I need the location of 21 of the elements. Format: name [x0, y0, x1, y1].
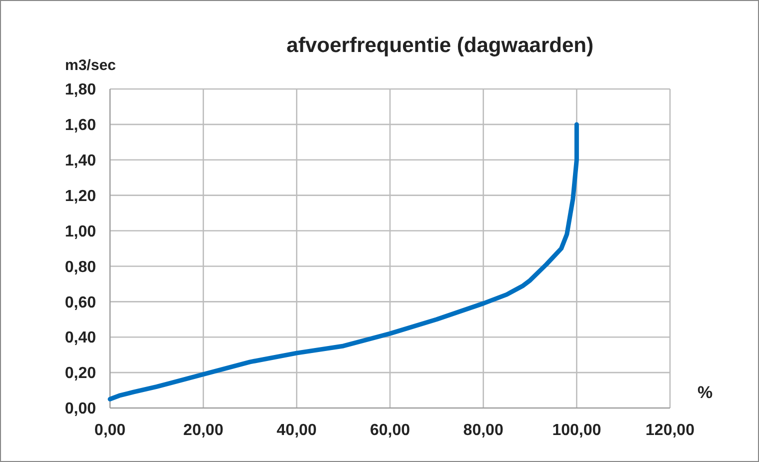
chart-title: afvoerfrequentie (dagwaarden) [286, 34, 594, 57]
x-tick-label: 40,00 [276, 422, 317, 439]
y-tick-label: 0,40 [64, 330, 96, 347]
y-tick-label: 0,80 [64, 258, 96, 276]
y-tick-label: 1,20 [64, 188, 96, 205]
x-tick-label: 120,00 [646, 422, 695, 439]
x-tick-label: 20,00 [183, 422, 224, 439]
y-tick-label: 1,00 [64, 223, 96, 240]
y-tick-label: 0,20 [64, 365, 96, 382]
y-axis-title: m3/sec [65, 57, 116, 74]
x-axis-title: % [697, 383, 713, 402]
x-tick-label: 100,00 [552, 422, 602, 439]
y-tick-label: 1,40 [64, 152, 96, 170]
y-tick-label: 1,80 [64, 82, 96, 99]
y-tick-label: 0,00 [64, 400, 96, 418]
x-tick-label: 0,00 [94, 422, 126, 439]
y-tick-label: 0,60 [64, 294, 96, 312]
y-tick-label: 1,60 [64, 117, 96, 134]
line-series [108, 122, 579, 402]
x-tick-label: 80,00 [463, 422, 504, 439]
x-tick-label: 60,00 [370, 422, 410, 439]
